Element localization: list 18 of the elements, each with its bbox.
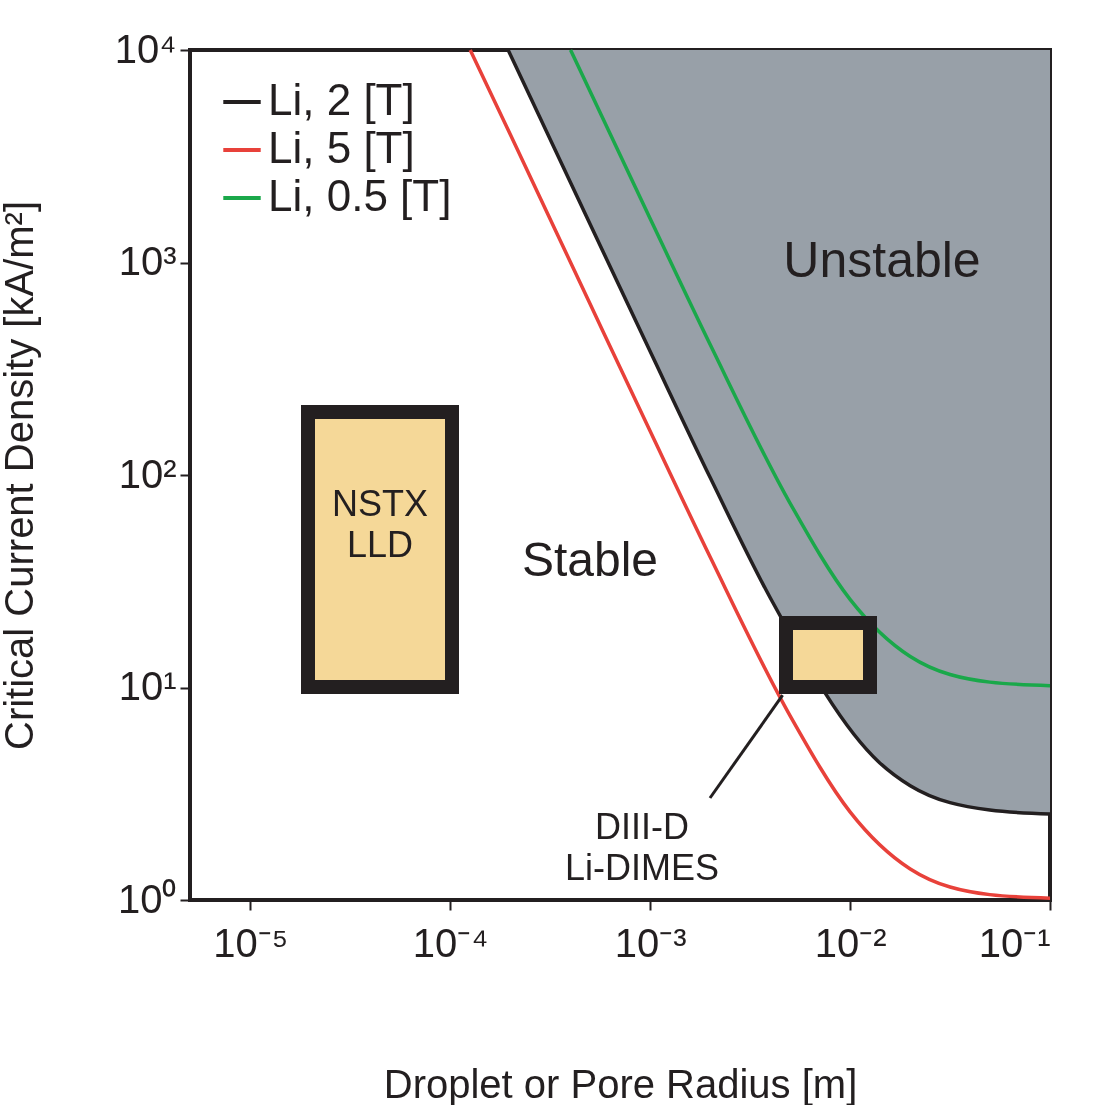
y-tick-label: 10⁴: [114, 26, 177, 71]
x-tick-label: 10⁻²: [814, 920, 887, 965]
annotation: Stable: [521, 533, 659, 586]
x-tick-label: 10⁻¹: [978, 920, 1051, 965]
annotation: DIII-D Li-DIMES: [564, 806, 720, 889]
x-tick-label: 10⁻⁵: [213, 920, 289, 965]
legend-label: Li, 5 [T]: [268, 123, 415, 172]
y-tick-label: 10¹: [118, 664, 177, 708]
annotation: NSTX LLD: [331, 483, 429, 566]
y-axis-title: Critical Current Density [kA/m²]: [0, 201, 41, 750]
legend-label: Li, 0.5 [T]: [268, 171, 452, 220]
x-tick-label: 10⁻⁴: [412, 920, 489, 965]
annotation: Unstable: [783, 232, 981, 288]
legend-label: Li, 2 [T]: [268, 75, 415, 124]
x-tick-label: 10⁻³: [614, 920, 687, 965]
y-tick-label: 10⁰: [118, 876, 177, 921]
y-tick-label: 10²: [118, 451, 177, 496]
y-tick-label: 10³: [118, 239, 177, 283]
